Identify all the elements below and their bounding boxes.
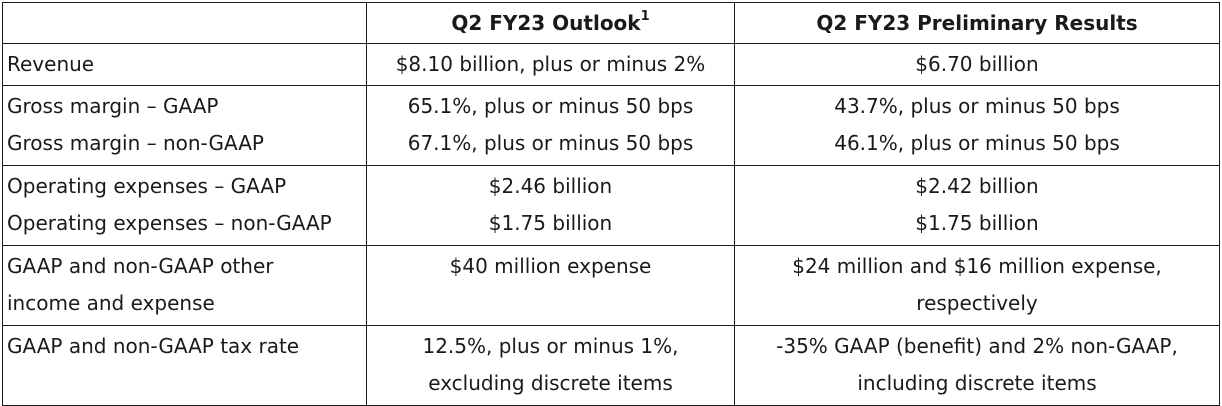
row-label: Gross margin – non-GAAP <box>7 131 264 155</box>
row-label-cell: Revenue <box>2 43 367 86</box>
header-outlook-footnote: 1 <box>640 9 650 25</box>
outlook-value: $2.46 billion <box>488 174 613 198</box>
table-row-gross-margin: Gross margin – GAAP Gross margin – non-G… <box>2 85 1220 166</box>
outlook-value: $8.10 billion, plus or minus 2% <box>395 52 706 76</box>
row-label-cell: GAAP and non-GAAP other income and expen… <box>2 245 367 326</box>
results-value: 43.7%, plus or minus 50 bps <box>834 94 1120 118</box>
row-label-cell: Gross margin – GAAP Gross margin – non-G… <box>2 85 367 166</box>
header-outlook: Q2 FY23 Outlook1 <box>366 2 735 44</box>
outlook-value: 12.5%, plus or minus 1%, <box>422 334 679 358</box>
header-row: Q2 FY23 Outlook1 Q2 FY23 Preliminary Res… <box>2 2 1220 44</box>
outlook-cell: $2.46 billion $1.75 billion <box>366 165 735 246</box>
header-results: Q2 FY23 Preliminary Results <box>734 2 1220 44</box>
results-cell: -35% GAAP (benefit) and 2% non-GAAP, inc… <box>734 325 1220 406</box>
results-cell: $6.70 billion <box>734 43 1220 86</box>
outlook-value: $40 million expense <box>449 254 652 278</box>
results-value: -35% GAAP (benefit) and 2% non-GAAP, <box>776 334 1178 358</box>
outlook-value: $1.75 billion <box>488 211 613 235</box>
results-value: $2.42 billion <box>915 174 1039 198</box>
results-value: $1.75 billion <box>915 211 1039 235</box>
header-outlook-label: Q2 FY23 Outlook <box>451 11 641 35</box>
results-value: respectively <box>916 291 1038 315</box>
outlook-cell: 65.1%, plus or minus 50 bps 67.1%, plus … <box>366 85 735 166</box>
row-label: Revenue <box>7 52 95 76</box>
results-value: $24 million and $16 million expense, <box>792 254 1162 278</box>
results-value: including discrete items <box>857 371 1097 395</box>
outlook-value: 65.1%, plus or minus 50 bps <box>407 94 694 118</box>
row-label: GAAP and non-GAAP tax rate <box>7 334 300 358</box>
results-value: 46.1%, plus or minus 50 bps <box>834 131 1120 155</box>
row-label: income and expense <box>7 291 215 315</box>
results-cell: $24 million and $16 million expense, res… <box>734 245 1220 326</box>
row-label-cell: GAAP and non-GAAP tax rate <box>2 325 367 406</box>
table-row-operating-expenses: Operating expenses – GAAP Operating expe… <box>2 165 1220 246</box>
results-cell: $2.42 billion $1.75 billion <box>734 165 1220 246</box>
row-label-cell: Operating expenses – GAAP Operating expe… <box>2 165 367 246</box>
outlook-cell: $40 million expense <box>366 245 735 326</box>
row-label: Operating expenses – GAAP <box>7 174 287 198</box>
row-label: GAAP and non-GAAP other <box>7 254 274 278</box>
table-row-other-income-expense: GAAP and non-GAAP other income and expen… <box>2 245 1220 326</box>
outlook-value: 67.1%, plus or minus 50 bps <box>407 131 694 155</box>
results-value: $6.70 billion <box>915 52 1039 76</box>
outlook-value: excluding discrete items <box>428 371 673 395</box>
outlook-cell: $8.10 billion, plus or minus 2% <box>366 43 735 86</box>
table-row-tax-rate: GAAP and non-GAAP tax rate 12.5%, plus o… <box>2 325 1220 406</box>
row-label: Gross margin – GAAP <box>7 94 219 118</box>
row-label: Operating expenses – non-GAAP <box>7 211 332 235</box>
table-row-revenue: Revenue $8.10 billion, plus or minus 2% … <box>2 43 1220 86</box>
header-empty-cell <box>2 2 367 44</box>
results-cell: 43.7%, plus or minus 50 bps 46.1%, plus … <box>734 85 1220 166</box>
outlook-cell: 12.5%, plus or minus 1%, excluding discr… <box>366 325 735 406</box>
